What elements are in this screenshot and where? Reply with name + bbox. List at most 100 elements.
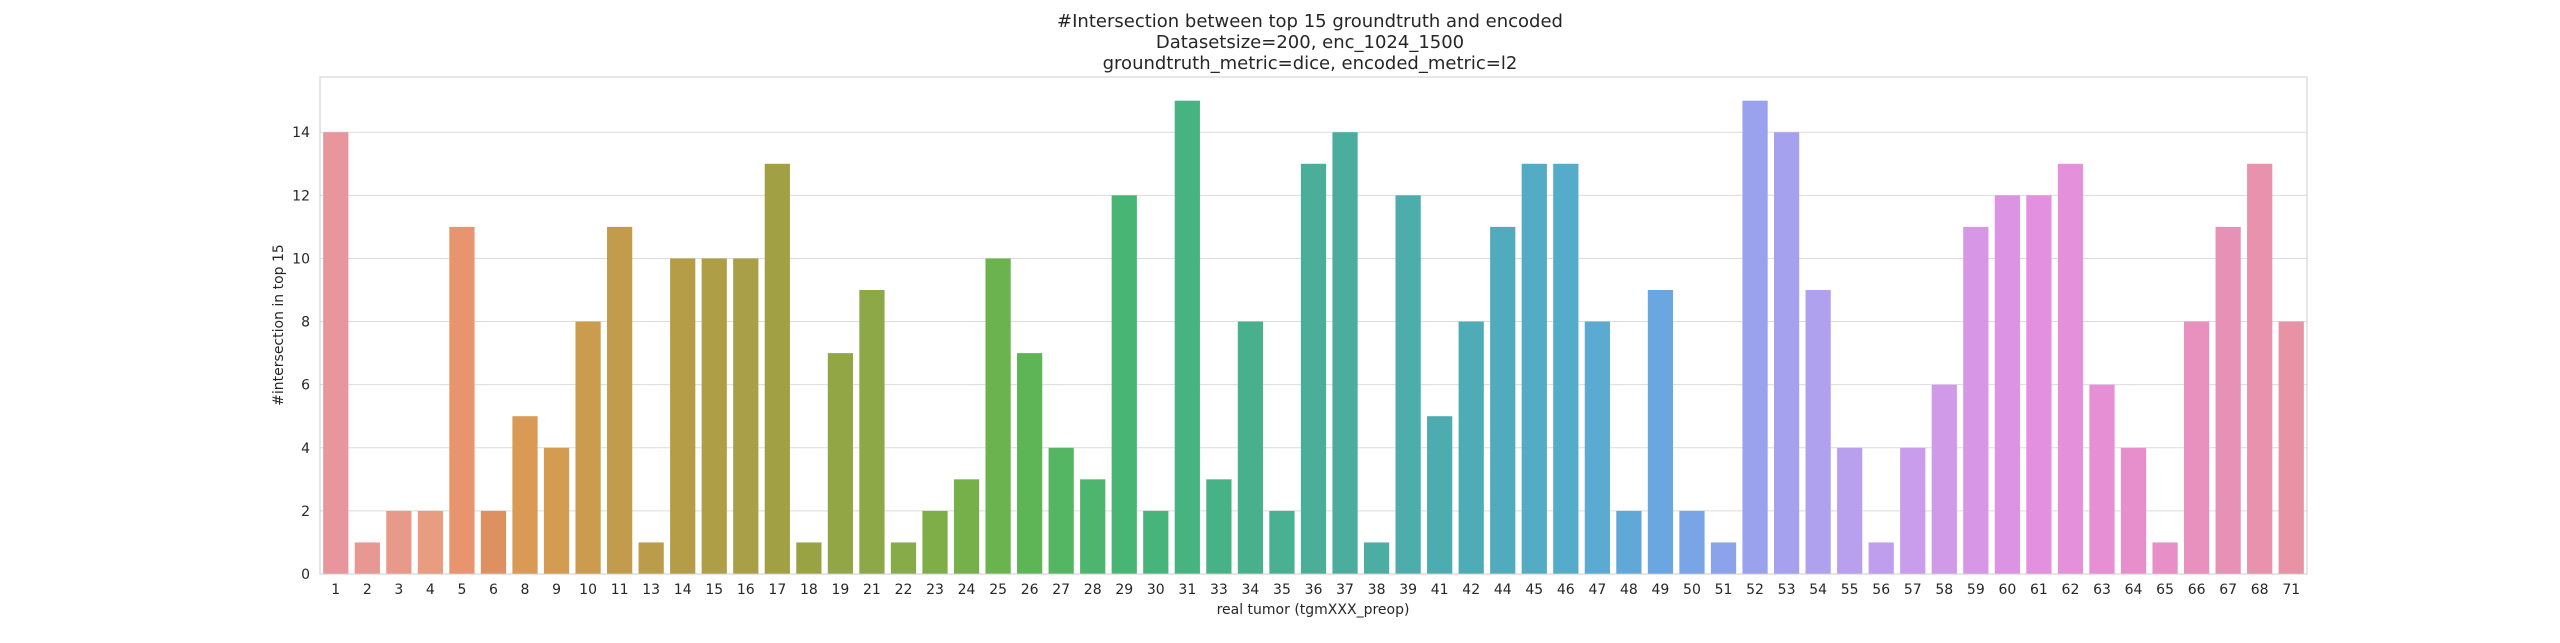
bar-19 [827, 353, 854, 574]
x-tick-label: 36 [1305, 582, 1323, 598]
x-tick-label: 29 [1115, 582, 1133, 598]
bar-55 [1837, 447, 1863, 574]
y-tick-label: 10 [292, 251, 310, 267]
bar-64 [2120, 447, 2147, 574]
y-axis-label: #intersection in top 15 [271, 244, 287, 406]
bar-9 [543, 447, 570, 574]
x-tick-label: 58 [1935, 582, 1953, 598]
bar-38 [1363, 542, 1390, 574]
x-tick-label: 9 [552, 582, 561, 598]
x-tick-label: 34 [1242, 582, 1260, 598]
x-tick-label: 65 [2156, 582, 2174, 598]
bar-67 [2215, 226, 2241, 574]
x-tick-label: 18 [800, 582, 818, 598]
bar-59 [1963, 226, 1989, 574]
x-tick-label: 17 [768, 582, 786, 598]
x-tick-label: 62 [2062, 582, 2080, 598]
bar-52 [1742, 100, 1768, 575]
x-tick-label: 44 [1494, 582, 1512, 598]
bar-37 [1332, 132, 1358, 574]
x-tick-label: 27 [1052, 582, 1070, 598]
x-tick-label: 38 [1368, 582, 1386, 598]
y-axis-ticks: 0 2 4 6 8 10 12 14 [292, 125, 310, 583]
bar-46 [1553, 163, 1579, 574]
bar-8 [512, 416, 538, 574]
x-tick-label: 13 [642, 582, 660, 598]
bar-29 [1111, 195, 1137, 575]
bar-44 [1490, 226, 1516, 574]
x-tick-label: 41 [1431, 582, 1449, 598]
bar-10 [575, 321, 601, 574]
bar-45 [1521, 163, 1547, 574]
x-tick-label: 23 [926, 582, 944, 598]
chart-title-line-1: #Intersection between top 15 groundtruth… [1057, 11, 1563, 32]
bar-24 [953, 479, 980, 574]
bar-42 [1458, 321, 1484, 574]
x-tick-label: 30 [1147, 582, 1165, 598]
bar-17 [764, 163, 790, 574]
bar-25 [985, 258, 1011, 574]
x-tick-label: 16 [737, 582, 755, 598]
bar-61 [2026, 195, 2052, 575]
x-tick-label: 37 [1336, 582, 1354, 598]
x-tick-label: 49 [1652, 582, 1670, 598]
bar-71 [2278, 321, 2304, 574]
chart-title: #Intersection between top 15 groundtruth… [1057, 11, 1563, 74]
x-tick-label: 46 [1557, 582, 1575, 598]
y-tick-label: 14 [292, 125, 310, 141]
bar-35 [1269, 510, 1295, 574]
bar-11 [607, 226, 633, 574]
bar-13 [638, 542, 664, 574]
bar-33 [1206, 479, 1232, 574]
bar-23 [922, 510, 948, 574]
x-tick-label: 67 [2219, 582, 2237, 598]
bar-57 [1900, 447, 1926, 574]
x-tick-label: 48 [1620, 582, 1638, 598]
bar-56 [1868, 542, 1894, 574]
y-tick-label: 0 [301, 567, 310, 583]
x-tick-label: 25 [989, 582, 1007, 598]
x-axis-ticks: 1 2 3 4 5 6 8 9 10 11 13 14 15 16 17 18 19 21 22 23 24 25 26 27… [331, 582, 2300, 598]
bar-21 [859, 290, 885, 574]
bar-54 [1805, 290, 1831, 574]
x-tick-label: 28 [1084, 582, 1102, 598]
x-tick-label: 50 [1683, 582, 1701, 598]
x-tick-label: 45 [1525, 582, 1543, 598]
bar-65 [2152, 542, 2178, 574]
x-tick-label: 14 [674, 582, 692, 598]
x-tick-label: 47 [1588, 582, 1606, 598]
bar-2 [354, 542, 380, 574]
x-axis-label: real tumor (tgmXXX_preop) [1217, 602, 1410, 618]
x-tick-label: 64 [2125, 582, 2143, 598]
bar-4 [417, 510, 444, 574]
x-tick-label: 63 [2093, 582, 2111, 598]
x-tick-label: 3 [394, 582, 403, 598]
x-tick-label: 4 [426, 582, 435, 598]
bar-39 [1395, 195, 1421, 575]
x-tick-label: 51 [1715, 582, 1733, 598]
x-tick-label: 33 [1210, 582, 1228, 598]
bar-30 [1143, 510, 1169, 574]
plot-area-frame [319, 76, 2308, 575]
bar-6 [480, 510, 507, 574]
x-tick-label: 6 [489, 582, 498, 598]
x-tick-label: 55 [1841, 582, 1859, 598]
bar-58 [1931, 384, 1957, 574]
x-tick-label: 2 [363, 582, 372, 598]
x-tick-label: 52 [1746, 582, 1764, 598]
bar-31 [1174, 100, 1200, 575]
y-tick-label: 12 [292, 188, 310, 204]
x-tick-label: 42 [1462, 582, 1480, 598]
bar-3 [386, 510, 412, 574]
bar-68 [2247, 163, 2273, 574]
x-tick-label: 68 [2251, 582, 2269, 598]
x-tick-label: 8 [521, 582, 530, 598]
x-tick-label: 66 [2188, 582, 2206, 598]
x-tick-label: 26 [1021, 582, 1039, 598]
x-tick-label: 53 [1778, 582, 1796, 598]
y-tick-label: 6 [301, 378, 310, 394]
x-tick-label: 39 [1399, 582, 1417, 598]
bar-50 [1679, 510, 1705, 574]
bar-60 [1994, 195, 2020, 575]
